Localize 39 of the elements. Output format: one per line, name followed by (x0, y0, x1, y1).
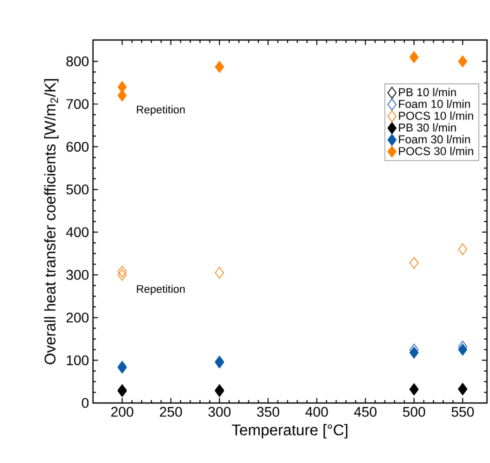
annotation: Repetition (136, 105, 185, 116)
legend-label: POCS 30 l/min (399, 146, 474, 156)
legend-label: Foam 10 l/min (399, 100, 470, 108)
x-tick-label: 500 (402, 406, 426, 417)
legend-label: Foam 30 l/min (399, 135, 470, 144)
x-tick-label: 400 (305, 406, 328, 417)
y-tick-label: 400 (66, 227, 89, 238)
y-tick-label: 800 (66, 56, 89, 66)
x-tick-label: 300 (208, 406, 231, 417)
y-tick-label: 700 (66, 99, 89, 110)
point (214, 266, 224, 279)
annotation: Repetition (136, 284, 185, 295)
point (458, 344, 468, 356)
legend-label: POCS 10 l/min (399, 111, 474, 120)
y-tick-label: 100 (66, 355, 89, 366)
x-axis-title: Temperature [°C] (232, 424, 348, 438)
y-tick-label: 0 (82, 398, 89, 408)
point (118, 268, 127, 281)
y-tick-label: 600 (66, 142, 89, 152)
point (458, 243, 468, 256)
x-tick-label: 200 (111, 406, 134, 417)
y-tick-label: 200 (66, 312, 89, 323)
point (409, 256, 419, 269)
y-axis-title: Overall heat transfer coefficients [W/m$_{2}$/K] (44, 79, 59, 364)
point (118, 90, 127, 102)
y-tick-label: 300 (66, 270, 89, 280)
point (409, 346, 419, 359)
point (458, 55, 468, 68)
x-tick-label: 550 (452, 406, 474, 417)
x-tick-label: 350 (257, 406, 280, 417)
legend-label: PB 10 l/min (399, 88, 456, 96)
point (409, 51, 419, 64)
y-tick-label: 500 (66, 184, 89, 194)
point (214, 60, 224, 73)
point (118, 266, 127, 278)
point (118, 81, 127, 93)
x-tick-label: 450 (354, 406, 376, 417)
legend-label: PB 30 l/min (399, 123, 456, 132)
x-tick-label: 250 (160, 406, 182, 417)
